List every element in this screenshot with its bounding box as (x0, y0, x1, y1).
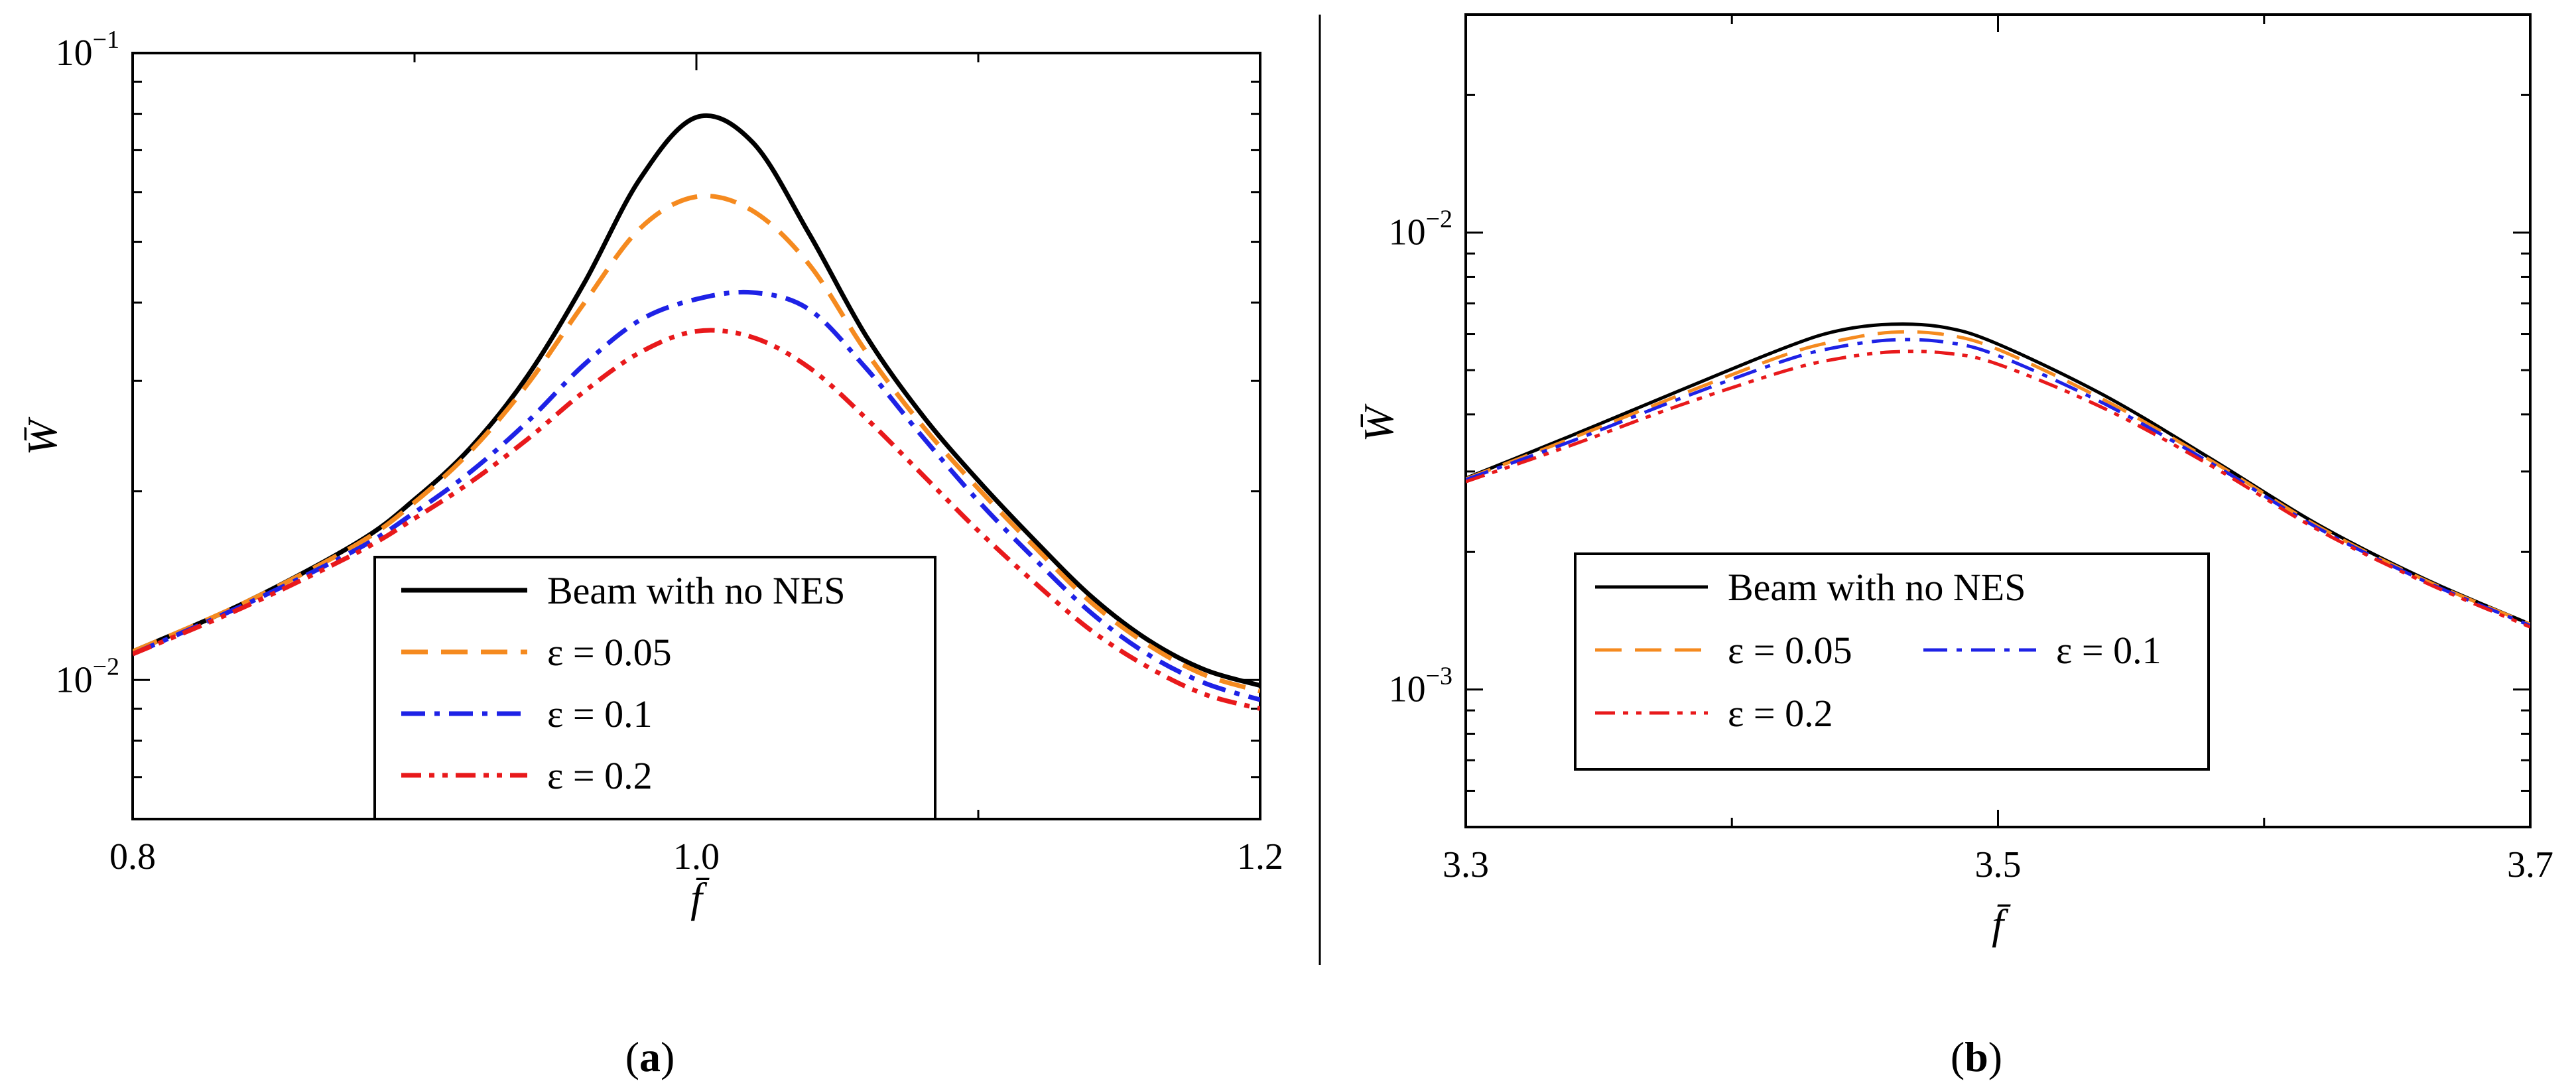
series-line-no-nes (133, 113, 1260, 688)
legend-label: Beam with no NES (547, 569, 845, 612)
y-axis-label-a: W̄ (19, 417, 66, 456)
panel-label-b: (b) (1951, 1033, 2002, 1080)
y-axis-label-b: W̄ (1355, 403, 1402, 442)
series-line-eps-3 (1466, 350, 2530, 629)
legend-label: ε = 0.1 (2056, 629, 2161, 672)
x-axis-label-a: f̄ (690, 874, 710, 921)
y-tick-label: 10−2 (56, 653, 119, 700)
legend-label: ε = 0.2 (1728, 692, 1833, 735)
series-line-eps-2 (1466, 338, 2530, 627)
x-tick-label: 3.7 (2507, 844, 2553, 885)
y-tick-label: 10−2 (1389, 206, 1452, 253)
panel-label-a: (a) (625, 1033, 675, 1080)
series-line-eps-3 (133, 328, 1260, 711)
chart-panel-a: 0.8 1.0 1.2 10−1 10−2 f̄ W̄ Beam with no NE… (19, 26, 1283, 921)
panel-letter-a: a (639, 1033, 661, 1080)
legend-label: ε = 0.05 (1728, 629, 1852, 672)
series-line-eps-1 (133, 194, 1260, 694)
legend-label: Beam with no NES (1728, 566, 2026, 609)
y-tick-label: 10−3 (1389, 663, 1452, 710)
x-tick-label: 1.2 (1237, 836, 1283, 877)
x-tick-label: 0.8 (109, 836, 156, 877)
legend-box-b (1574, 552, 2210, 771)
x-tick-label: 3.3 (1443, 844, 1489, 885)
legend-a: Beam with no NES ε = 0.05 ε = 0.1 ε = 0.2 (373, 556, 936, 820)
x-axis-label-b: f̄ (1992, 901, 2011, 948)
legend-label: ε = 0.1 (547, 692, 653, 736)
x-tick-label: 3.5 (1975, 844, 2022, 885)
series-line-eps-1 (1466, 330, 2530, 626)
x-tick-label: 1.0 (673, 836, 720, 877)
chart-panel-b: 3.3 3.5 3.7 10−2 10−3 f̄ W̄ Beam with no NE… (1355, 13, 2553, 948)
y-tick-label: 10−1 (56, 26, 119, 74)
legend-label: ε = 0.05 (547, 631, 672, 674)
panel-letter-b: b (1964, 1033, 1988, 1080)
legend-b: Beam with no NES ε = 0.05 ε = 0.1 ε = 0.2 (1574, 552, 2210, 771)
series-line-eps-2 (133, 289, 1260, 702)
legend-label: ε = 0.2 (547, 754, 653, 797)
